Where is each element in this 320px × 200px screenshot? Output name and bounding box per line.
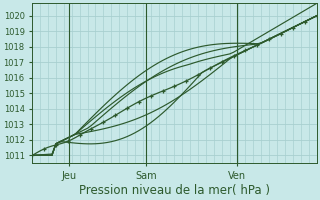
X-axis label: Pression niveau de la mer( hPa ): Pression niveau de la mer( hPa ) bbox=[79, 184, 270, 197]
